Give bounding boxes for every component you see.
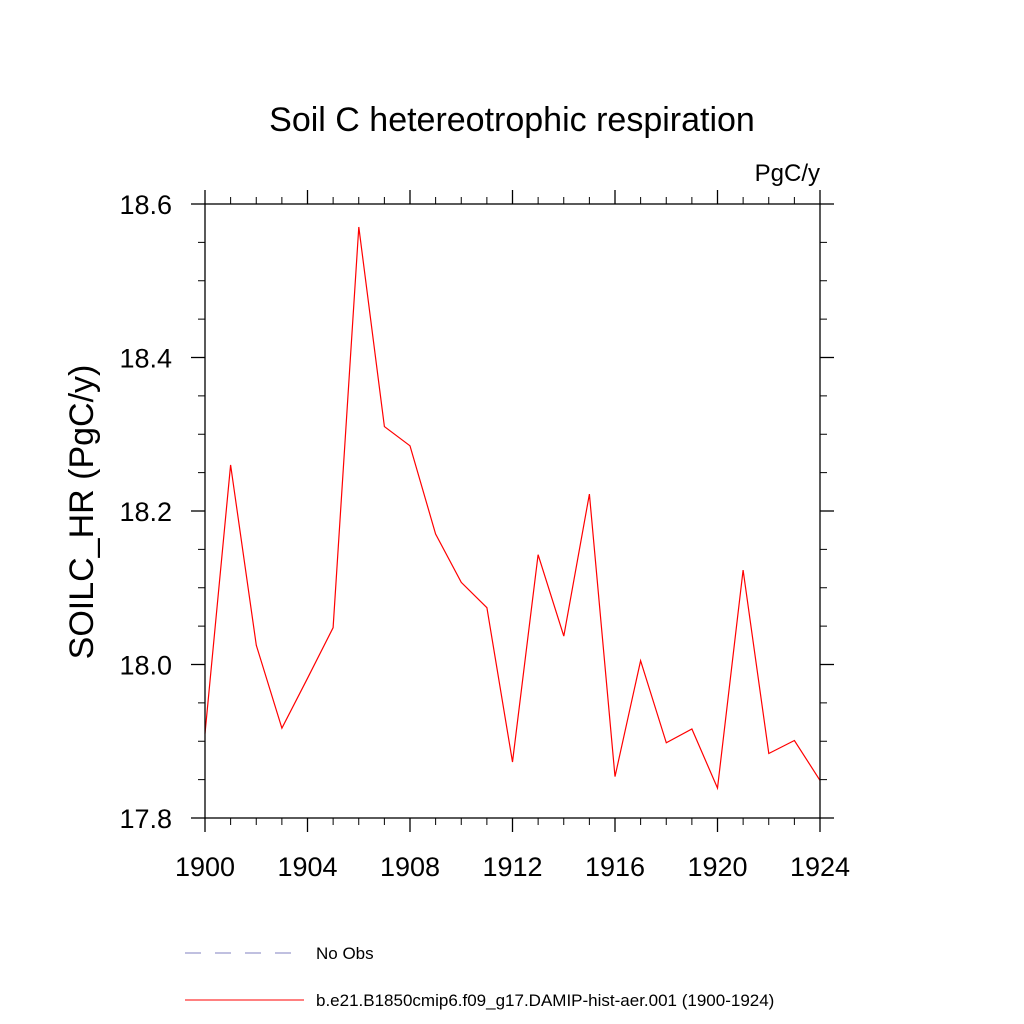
y-tick-label: 18.2	[119, 497, 172, 527]
plot-frame	[204, 203, 821, 819]
x-tick-label: 1912	[482, 852, 542, 882]
series-line-1	[204, 226, 821, 791]
y-tick-label: 18.6	[119, 190, 172, 220]
y-tick-label: 18.4	[119, 344, 172, 374]
x-tick-label: 1908	[380, 852, 440, 882]
axis-ticks	[191, 190, 834, 832]
series-layer	[204, 226, 821, 791]
y-axis-label: SOILC_HR (PgC/y)	[63, 365, 101, 660]
y-tick-label: 17.8	[119, 804, 172, 834]
x-tick-label: 1904	[277, 852, 337, 882]
x-tick-label: 1920	[687, 852, 747, 882]
y-tick-label: 18.0	[119, 651, 172, 681]
legend-label-2: b.e21.B1850cmip6.f09_g17.DAMIP-hist-aer.…	[316, 991, 774, 1010]
y-tick-labels: 17.8 18.0 18.2 18.4 18.6	[119, 190, 172, 834]
chart-title: Soil C hetereotrophic respiration	[269, 101, 755, 139]
x-tick-labels: 1900 1904 1908 1912 1916 1920 1924	[175, 852, 850, 882]
legend-label-1: No Obs	[316, 944, 374, 963]
x-tick-label: 1916	[585, 852, 645, 882]
x-tick-label: 1924	[790, 852, 850, 882]
legend: No Obs b.e21.B1850cmip6.f09_g17.DAMIP-his…	[185, 944, 774, 1010]
units-label: PgC/y	[755, 160, 820, 187]
x-tick-label: 1900	[175, 852, 235, 882]
